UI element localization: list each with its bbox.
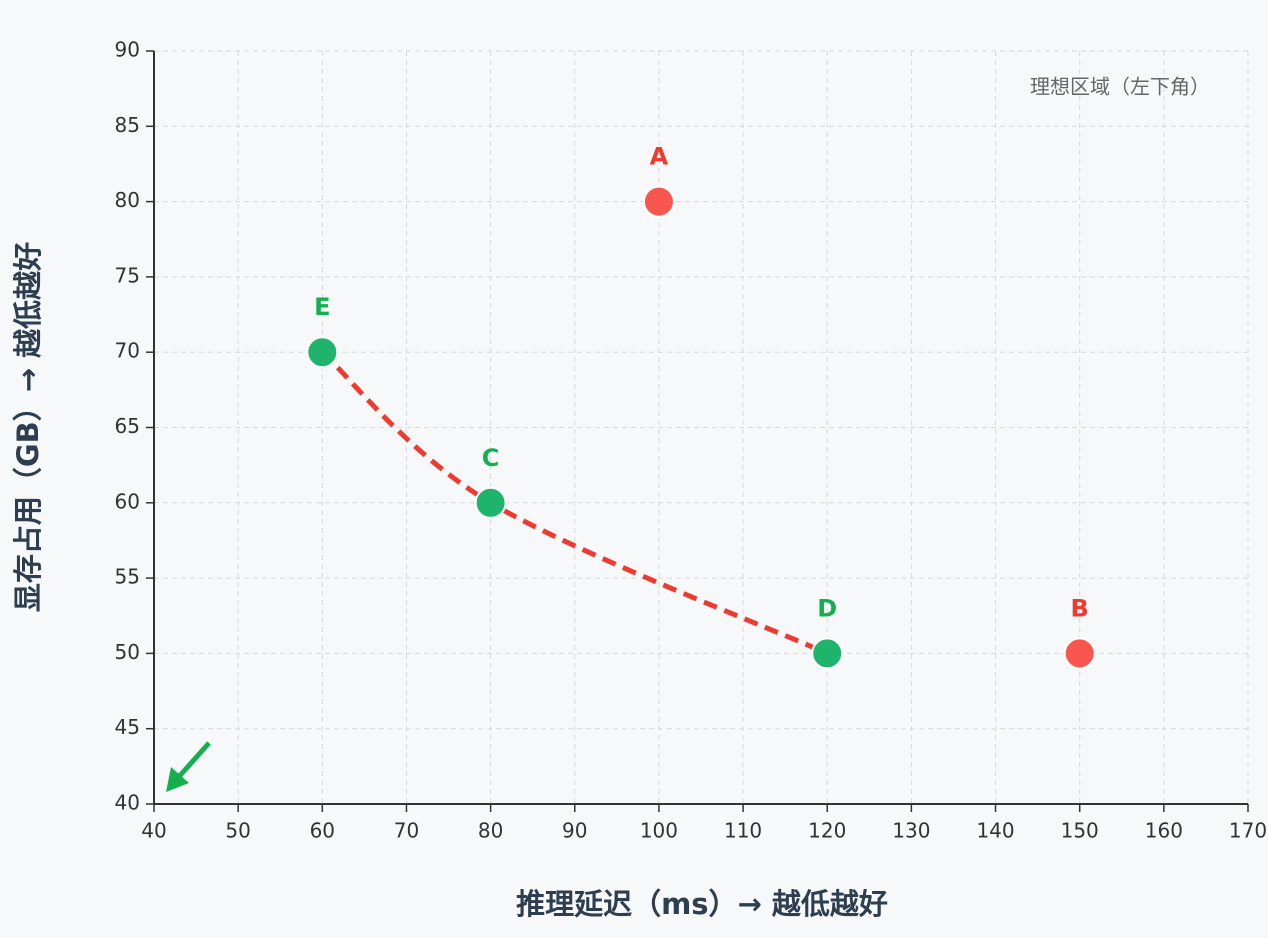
- point-label: C: [482, 444, 500, 472]
- point-label: E: [314, 293, 330, 321]
- y-tick-label: 80: [115, 188, 140, 212]
- x-tick-label: 100: [640, 819, 678, 843]
- x-axis-label: 推理延迟（ms）→ 越低越好: [516, 887, 888, 921]
- y-tick-label: 55: [115, 565, 140, 589]
- y-tick-label: 60: [115, 489, 140, 513]
- x-tick-label: 40: [141, 819, 166, 843]
- y-tick-label: 70: [115, 339, 140, 363]
- y-tick-label: 45: [115, 715, 140, 739]
- point-label: A: [650, 143, 669, 171]
- y-tick-label: 90: [115, 38, 140, 62]
- x-tick-label: 110: [724, 819, 762, 843]
- annotation: 理想区域（左下角）: [1030, 75, 1210, 99]
- ideal-arrow: [166, 741, 211, 792]
- point: [811, 637, 844, 670]
- y-tick-label: 40: [115, 791, 140, 815]
- x-tick-label: 60: [310, 819, 335, 843]
- y-tick-label: 85: [115, 113, 140, 137]
- point: [306, 336, 339, 369]
- x-tick-label: 50: [225, 819, 250, 843]
- x-tick-label: 120: [808, 819, 846, 843]
- arrow-shaft: [174, 741, 211, 782]
- x-tick-label: 170: [1229, 819, 1267, 843]
- point: [1063, 637, 1096, 670]
- point: [642, 185, 675, 218]
- x-tick-label: 160: [1145, 819, 1183, 843]
- x-tick-label: 70: [394, 819, 419, 843]
- y-tick-label: 75: [115, 263, 140, 287]
- x-tick-label: 80: [478, 819, 503, 843]
- x-tick-label: 150: [1061, 819, 1099, 843]
- point-label: D: [817, 594, 837, 622]
- y-tick-label: 65: [115, 414, 140, 438]
- x-tick-label: 130: [892, 819, 930, 843]
- y-axis-label: 显存占用（GB）→ 越低越好: [11, 242, 45, 612]
- y-tick-label: 50: [115, 640, 140, 664]
- arrow-head: [166, 767, 189, 792]
- point: [474, 486, 507, 519]
- x-tick-label: 140: [976, 819, 1014, 843]
- x-tick-label: 90: [562, 819, 587, 843]
- point-label: B: [1071, 594, 1089, 622]
